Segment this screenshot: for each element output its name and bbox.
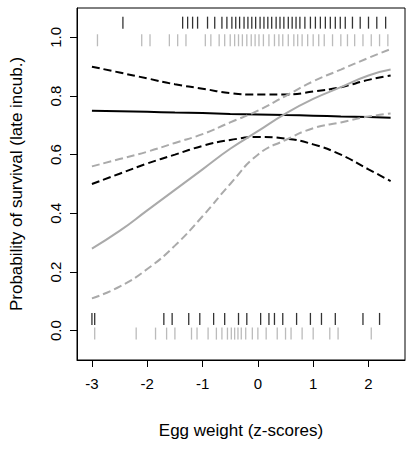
- svg-text:Probability of survival (late: Probability of survival (late incub.): [7, 57, 26, 311]
- svg-text:1.0: 1.0: [47, 27, 64, 48]
- svg-text:0.2: 0.2: [47, 262, 64, 283]
- svg-text:Egg weight (z-scores): Egg weight (z-scores): [159, 421, 323, 440]
- svg-text:0.4: 0.4: [47, 203, 64, 224]
- svg-text:0.8: 0.8: [47, 86, 64, 107]
- svg-text:-3: -3: [85, 375, 98, 392]
- svg-text:-1: -1: [196, 375, 209, 392]
- svg-text:0.0: 0.0: [47, 320, 64, 341]
- svg-text:0: 0: [254, 375, 262, 392]
- svg-text:2: 2: [364, 375, 372, 392]
- svg-text:1: 1: [309, 375, 317, 392]
- svg-text:-2: -2: [141, 375, 154, 392]
- svg-text:0.6: 0.6: [47, 144, 64, 165]
